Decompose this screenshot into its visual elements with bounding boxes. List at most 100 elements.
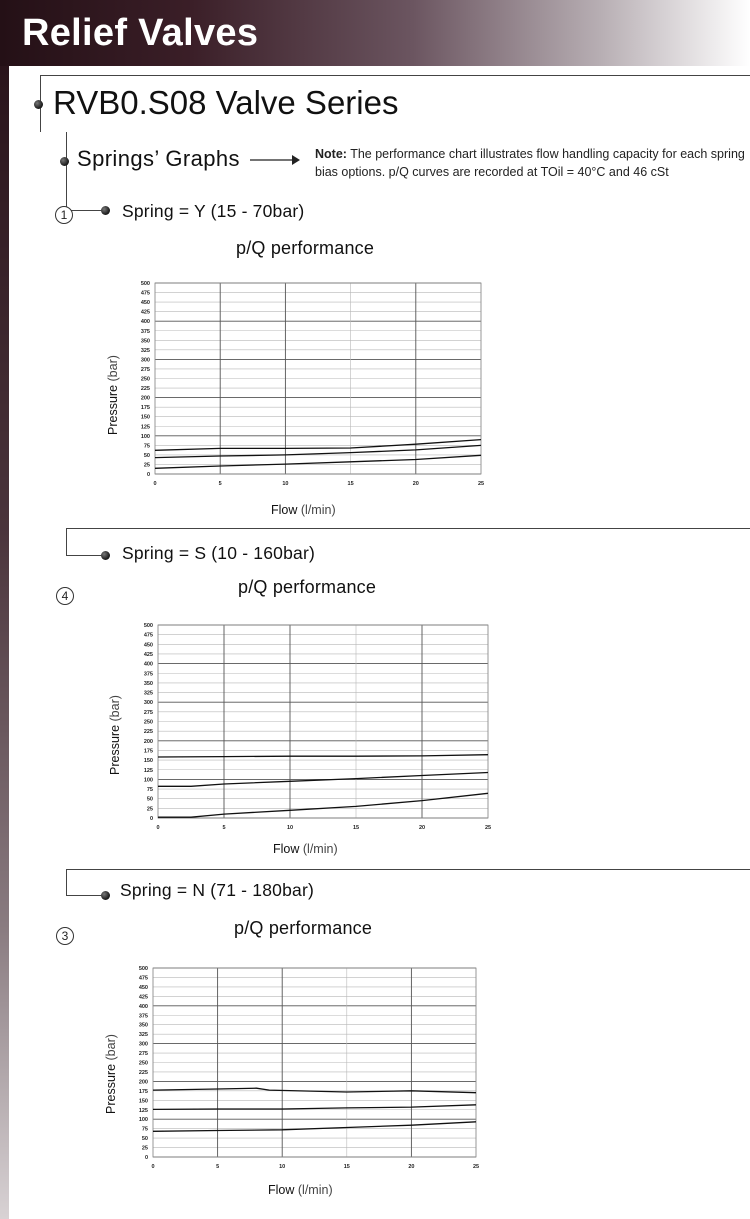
y-tick-label: 450 [139,985,148,991]
y-tick-label: 300 [144,700,153,706]
x-tick-label: 25 [478,481,484,487]
y-tick-label: 125 [144,768,153,774]
section-3-divider [66,869,750,870]
chart-1-x-axis-label: Flow (l/min) [271,503,336,517]
x-tick-label: 5 [222,825,225,831]
y-tick-label: 25 [142,1146,148,1152]
y-tick-label: 425 [144,652,153,658]
y-tick-label: 375 [139,1013,148,1019]
y-tick-label: 450 [144,642,153,648]
springs-graphs-title: Springs’ Graphs [77,146,240,171]
series-line-1 [152,1087,477,1094]
y-tick-label: 225 [144,729,153,735]
y-tick-label: 50 [147,797,153,803]
chart-3-y-axis-label: Pressure (bar) [104,1034,118,1114]
series-line-3 [158,792,489,818]
y-tick-label: 350 [144,681,153,687]
header-banner: Relief Valves [0,0,750,66]
x-tick-label: 20 [408,1164,414,1170]
y-tick-label: 350 [141,338,150,344]
plot-frame [157,624,489,819]
section-1-connector [66,210,106,211]
y-tick-label: 325 [144,691,153,697]
y-tick-label: 200 [141,396,150,402]
springs-bracket [66,132,67,210]
y-tick-label: 25 [144,462,150,468]
y-tick-label: 350 [139,1023,148,1029]
section-2-connector [66,555,106,556]
y-tick-label: 400 [144,662,153,668]
y-tick-label: 475 [139,975,148,981]
y-tick-label: 400 [139,1004,148,1010]
section-2-bullet-icon [101,551,110,560]
y-tick-label: 75 [144,443,150,449]
series-line-1 [157,754,489,758]
springs-bullet-icon [60,157,69,166]
y-tick-label: 225 [141,386,150,392]
section-3-connector [66,895,106,896]
y-tick-label: 75 [142,1127,148,1133]
y-tick-label: 50 [142,1136,148,1142]
x-tick-label: 15 [353,825,359,831]
chart-2-y-axis-label: Pressure (bar) [108,695,122,775]
arrow-right-icon [250,155,300,165]
y-tick-label: 125 [139,1108,148,1114]
y-tick-label: 275 [141,367,150,373]
y-tick-label: 450 [141,300,150,306]
y-tick-label: 375 [144,671,153,677]
y-tick-label: 100 [144,777,153,783]
spring-s-title: Spring = S (10 - 160bar) [122,543,316,563]
y-tick-label: 275 [139,1051,148,1057]
page-title: Relief Valves [22,12,259,54]
y-tick-label: 425 [141,310,150,316]
y-tick-label: 100 [141,434,150,440]
chart-3-x-axis-label: Flow (l/min) [268,1183,333,1197]
y-tick-label: 50 [144,453,150,459]
section-3-number: 3 [56,927,74,945]
sidebar-decoration [0,66,9,1219]
y-tick-label: 225 [139,1070,148,1076]
y-tick-label: 475 [144,633,153,639]
section-1-bullet-icon [101,206,110,215]
chart-1-group: 0255075100125150175200225250275300325350… [141,281,484,487]
x-tick-label: 10 [287,825,293,831]
y-tick-label: 200 [144,739,153,745]
y-tick-label: 325 [141,348,150,354]
x-tick-label: 0 [153,481,156,487]
x-tick-label: 15 [348,481,354,487]
y-tick-label: 25 [147,806,153,812]
chart-3-title: p/Q performance [234,918,373,938]
chart-2-x-axis-label: Flow (l/min) [273,842,338,856]
y-tick-label: 500 [144,623,153,629]
y-tick-label: 0 [150,816,153,822]
x-tick-label: 0 [156,825,159,831]
chart-2-group: 0255075100125150175200225250275300325350… [144,623,491,831]
y-tick-label: 175 [139,1089,148,1095]
plot-frame [152,967,477,1158]
note-label: Note: [315,147,347,161]
y-tick-label: 400 [141,319,150,325]
y-tick-label: 475 [141,291,150,297]
x-tick-label: 0 [151,1164,154,1170]
series-line-1 [154,438,482,451]
x-tick-label: 10 [282,481,288,487]
y-tick-label: 250 [141,377,150,383]
x-tick-label: 5 [219,481,222,487]
y-tick-label: 500 [141,281,150,287]
note-text: Note: The performance chart illustrates … [315,145,745,181]
y-tick-label: 125 [141,424,150,430]
section-3-bullet-icon [101,891,110,900]
x-tick-label: 5 [216,1164,219,1170]
y-tick-label: 150 [139,1098,148,1104]
y-tick-label: 0 [147,472,150,478]
y-tick-label: 250 [139,1061,148,1067]
series-line-2 [158,771,489,787]
spring-y-title: Spring = Y (15 - 70bar) [122,201,305,221]
chart-1-title: p/Q performance [236,238,375,258]
y-tick-label: 100 [139,1117,148,1123]
chart-2-title: p/Q performance [238,577,377,597]
y-tick-label: 150 [144,758,153,764]
section-2-bracket [66,528,67,555]
y-tick-label: 300 [139,1042,148,1048]
